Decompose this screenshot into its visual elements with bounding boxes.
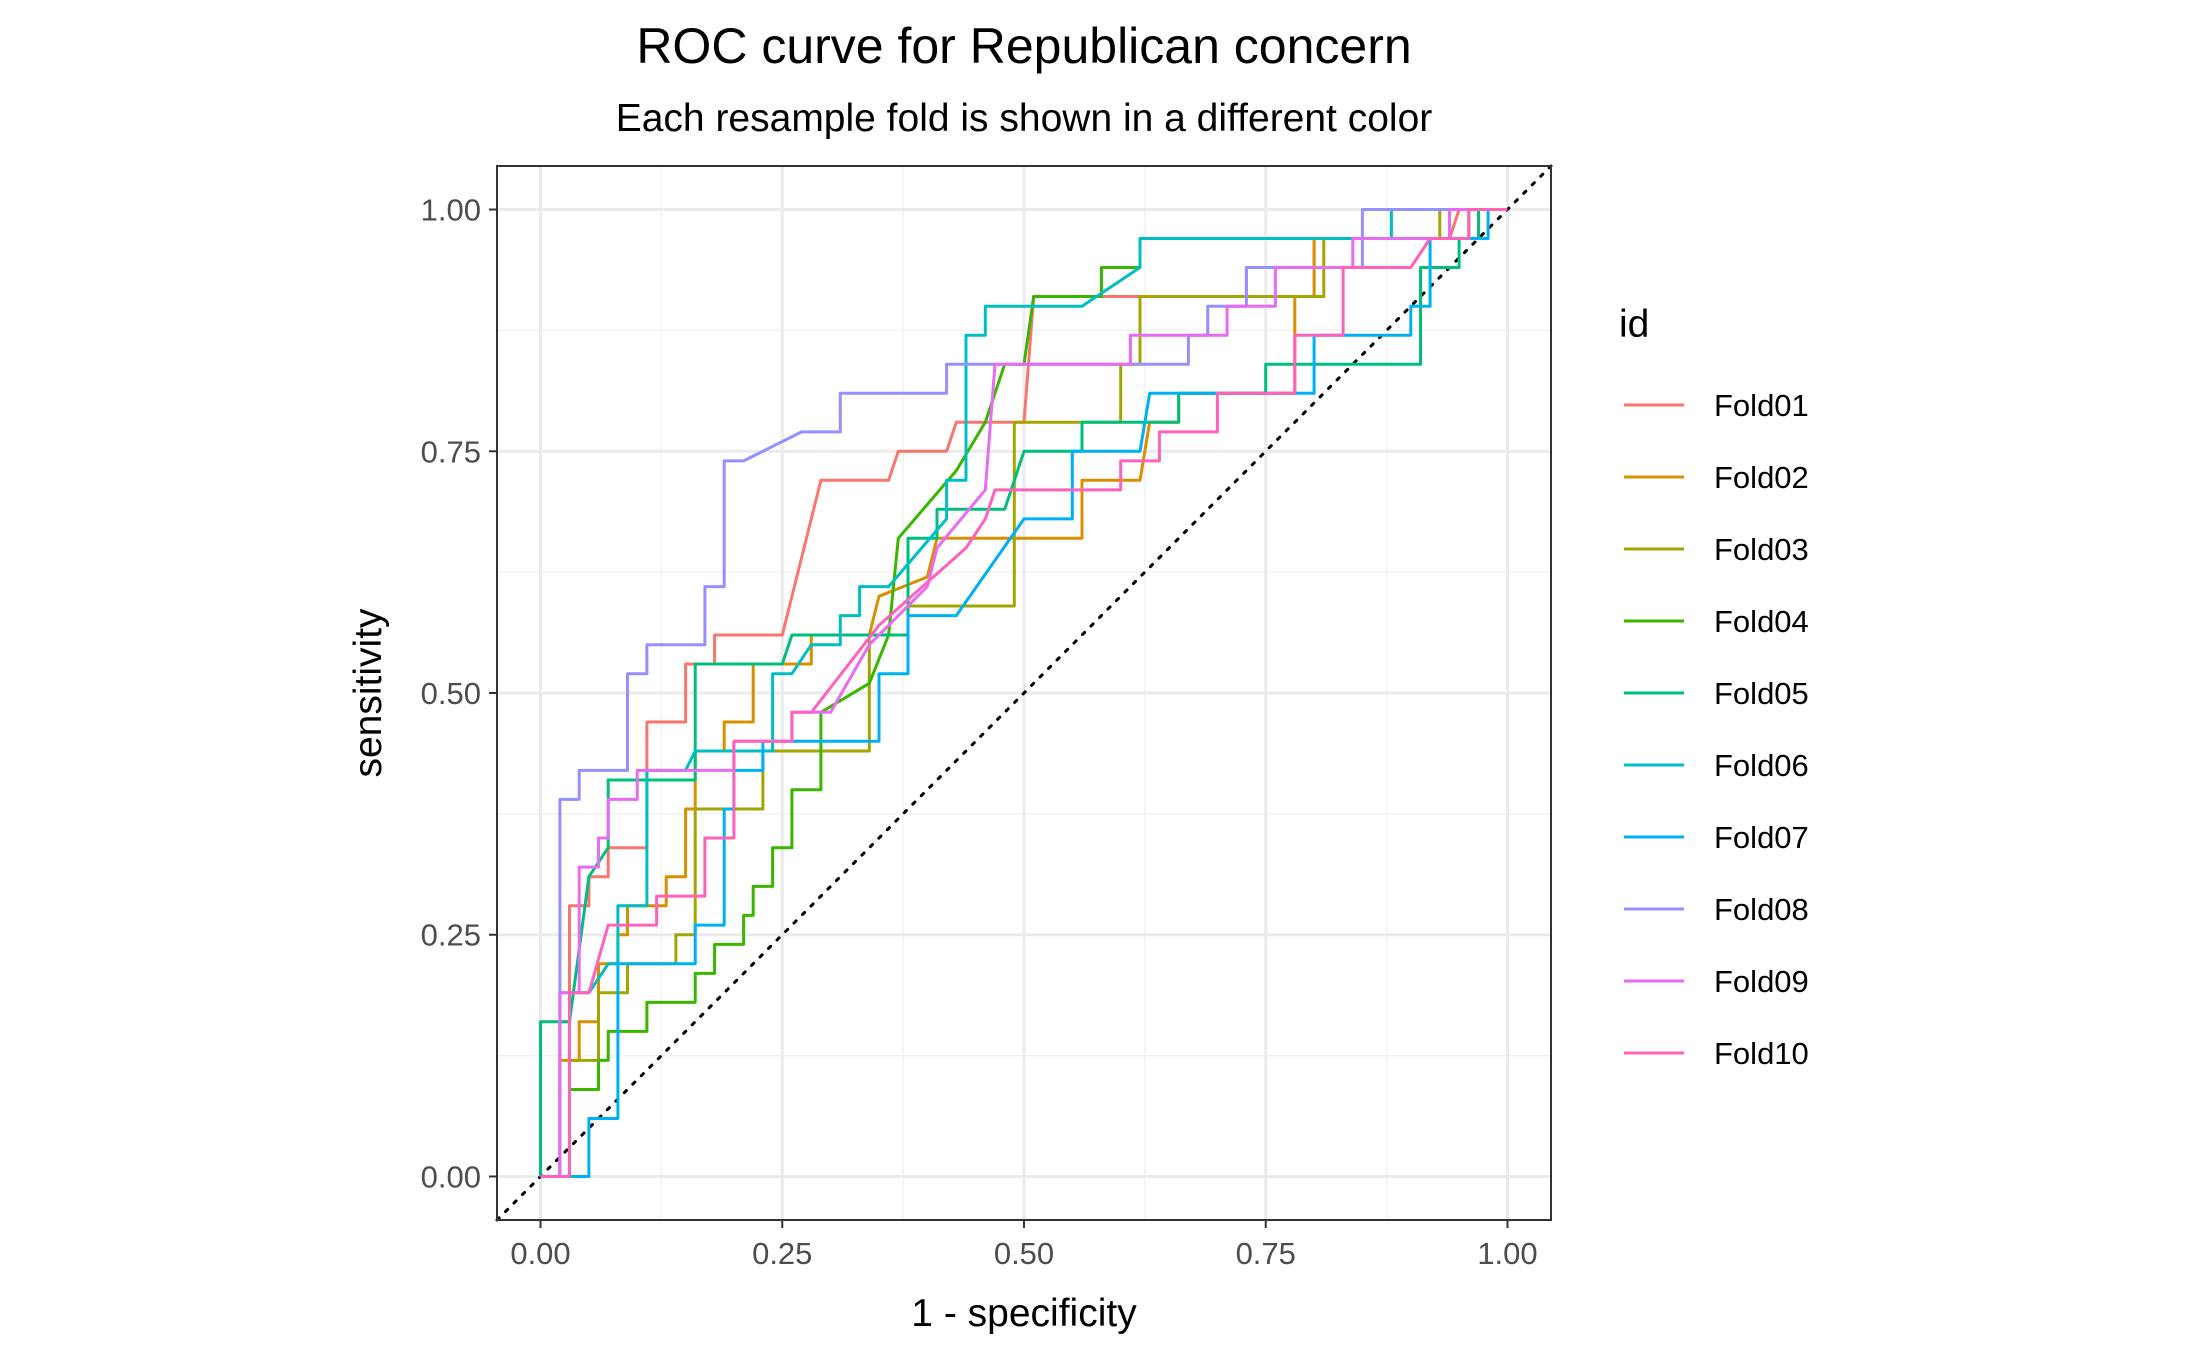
roc-line-fold09	[540, 208, 1508, 1178]
legend-label: Fold07	[1714, 820, 1809, 855]
y-axis-title: sensitivity	[347, 608, 390, 778]
y-tick-label: 0.50	[421, 676, 481, 711]
legend-label: Fold04	[1714, 604, 1809, 639]
roc-line-fold03	[540, 208, 1508, 1178]
legend: Fold01 Fold02 Fold03 Fold04 Fold05 Fold06 Fold…	[1624, 388, 1809, 1071]
x-axis: 0.00 0.25 0.50 0.75 1.00	[510, 1220, 1538, 1271]
roc-line-fold07	[540, 208, 1508, 1178]
legend-label: Fold08	[1714, 892, 1809, 927]
x-tick-label: 0.50	[994, 1236, 1054, 1271]
legend-label: Fold01	[1714, 388, 1809, 423]
roc-line-fold06	[540, 208, 1508, 1178]
legend-label: Fold10	[1714, 1036, 1809, 1071]
legend-label: Fold05	[1714, 676, 1809, 711]
x-tick-label: 0.75	[1236, 1236, 1296, 1271]
reference-diagonal-line	[495, 164, 1553, 1222]
legend-label: Fold06	[1714, 748, 1809, 783]
chart-subtitle: Each resample fold is shown in a differe…	[616, 97, 1433, 140]
y-tick-label: 1.00	[421, 193, 481, 228]
legend-label: Fold02	[1714, 460, 1809, 495]
roc-line-fold10	[540, 208, 1508, 1178]
y-tick-label: 0.25	[421, 918, 481, 953]
x-tick-label: 0.00	[510, 1236, 570, 1271]
legend-label: Fold09	[1714, 964, 1809, 999]
x-tick-label: 1.00	[1477, 1236, 1537, 1271]
roc-line-fold04	[540, 208, 1508, 1178]
y-tick-label: 0.00	[421, 1159, 481, 1194]
y-tick-label: 0.75	[421, 434, 481, 469]
plot-panel	[495, 164, 1553, 1222]
legend-label: Fold03	[1714, 532, 1809, 567]
legend-title: id	[1619, 303, 1649, 346]
x-axis-title: 1 - specificity	[911, 1292, 1137, 1335]
x-tick-label: 0.25	[752, 1236, 812, 1271]
y-axis: 0.00 0.25 0.50 0.75 1.00	[421, 193, 497, 1194]
chart-title: ROC curve for Republican concern	[636, 18, 1411, 74]
series-layer	[539, 208, 1508, 1178]
